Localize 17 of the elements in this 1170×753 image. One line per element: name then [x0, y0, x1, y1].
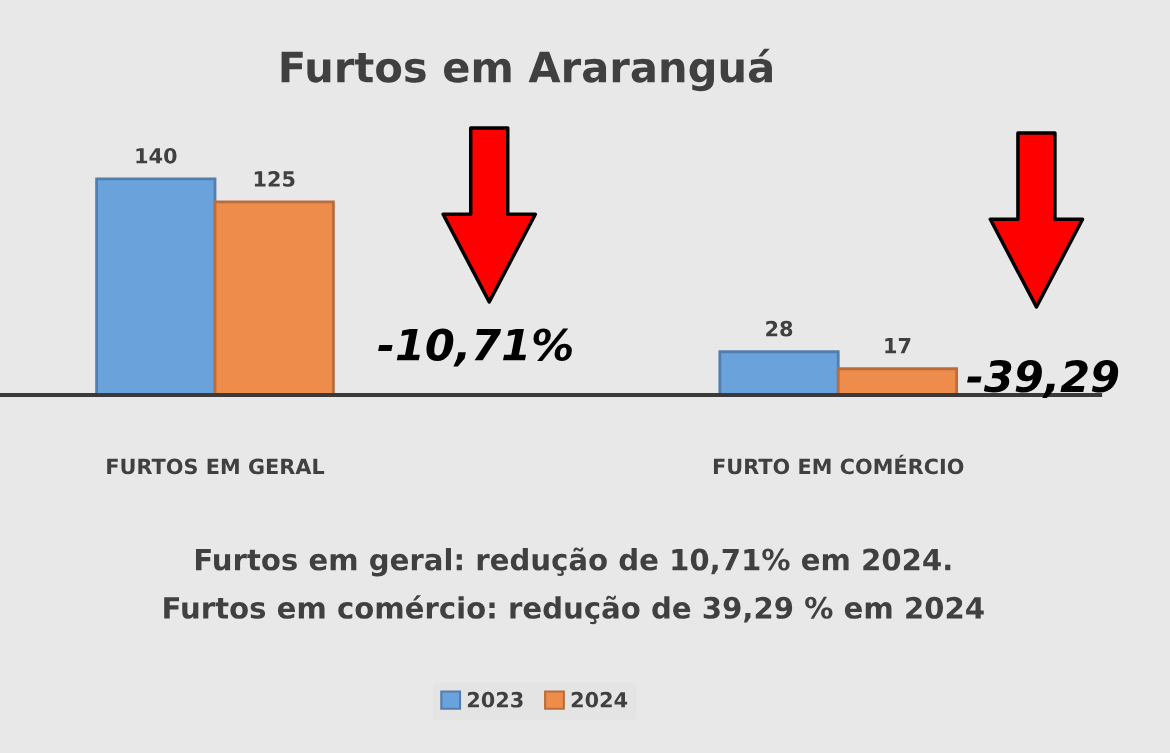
legend-label: 2023: [467, 691, 523, 708]
text: Furtos em comércio: redução de 39,29 % em 2024: [164, 595, 984, 625]
data-label: 28: [766, 320, 793, 337]
bar: [718, 350, 840, 395]
bar: [95, 177, 217, 395]
annotation: -39,29: [967, 359, 1119, 399]
chart-title: Furtos em Araranguá: [281, 48, 772, 92]
bar: [836, 367, 959, 395]
x-tick-label: FURTO EM COMÉRCIO: [713, 454, 964, 475]
bar: [213, 200, 335, 395]
x-tick-label: FURTOS EM GERAL: [107, 458, 325, 475]
annotation: -10,71%: [378, 328, 572, 367]
text: Furtos em geral: redução de 10,71% em 2024.: [195, 547, 951, 577]
data-label: 140: [136, 147, 177, 164]
data-label: 125: [254, 171, 295, 187]
legend-label: 2024: [571, 691, 628, 708]
data-label: 17: [885, 338, 911, 354]
